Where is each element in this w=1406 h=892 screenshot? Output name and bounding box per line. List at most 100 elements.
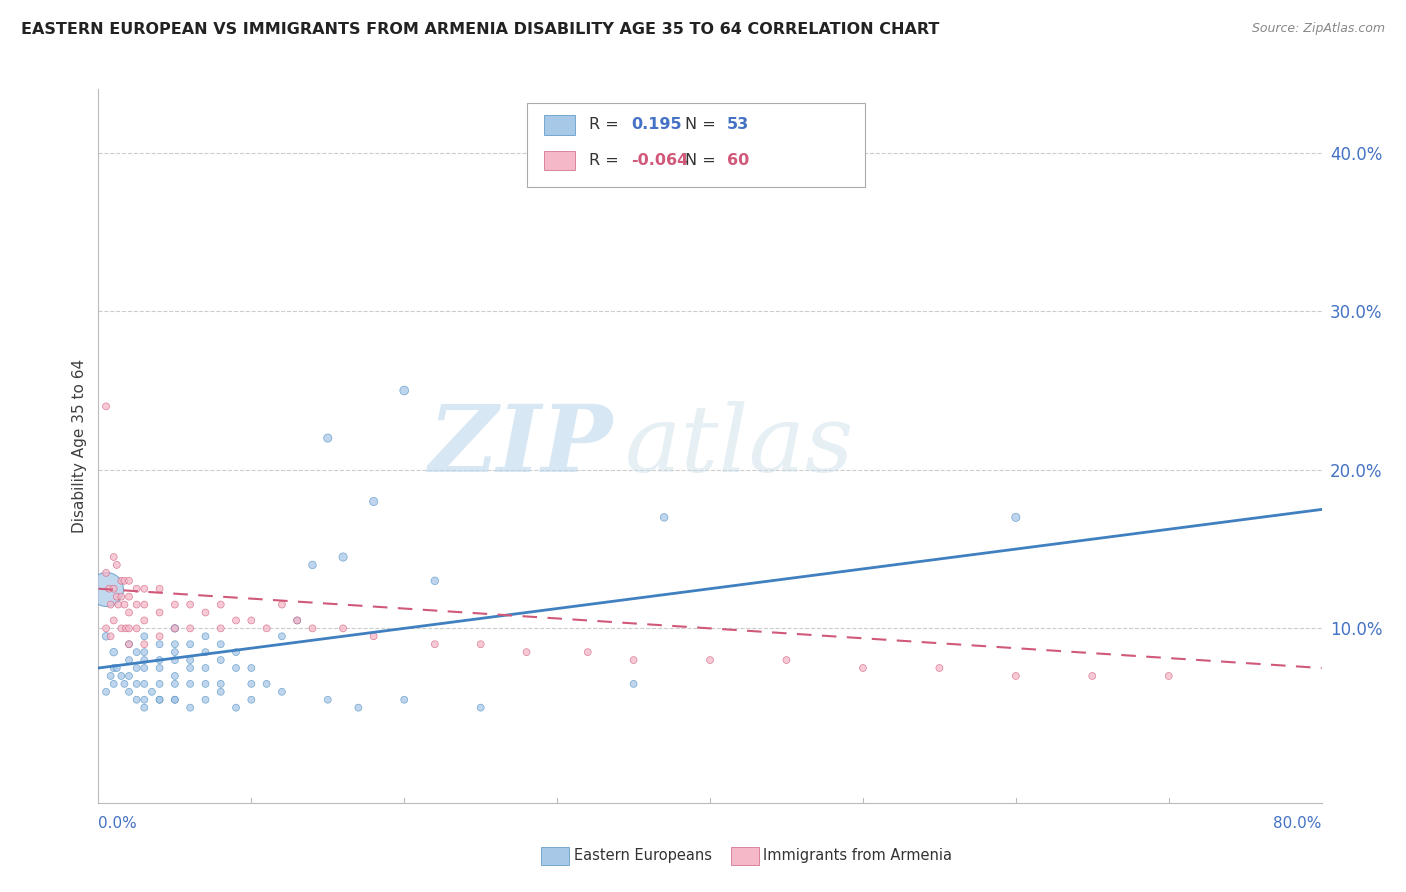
Point — [699, 653, 721, 667]
Point — [179, 598, 201, 612]
Point — [94, 566, 117, 580]
Point — [118, 653, 141, 667]
Y-axis label: Disability Age 35 to 64: Disability Age 35 to 64 — [72, 359, 87, 533]
Point — [149, 606, 172, 620]
Point — [134, 614, 156, 628]
Point — [332, 549, 354, 564]
Point — [470, 700, 492, 714]
Point — [125, 645, 148, 659]
Point — [118, 606, 141, 620]
Point — [149, 582, 172, 596]
Point — [125, 661, 148, 675]
Point — [194, 629, 217, 643]
Point — [103, 661, 125, 675]
Point — [194, 645, 217, 659]
Point — [423, 574, 446, 588]
Point — [270, 598, 292, 612]
Point — [163, 645, 186, 659]
Point — [110, 574, 132, 588]
Point — [100, 669, 122, 683]
Point — [149, 661, 172, 675]
Point — [225, 645, 247, 659]
Point — [270, 685, 292, 699]
Point — [149, 692, 172, 706]
Text: N =: N = — [685, 153, 721, 168]
Point — [103, 582, 125, 596]
Point — [118, 669, 141, 683]
Point — [423, 637, 446, 651]
Point — [225, 614, 247, 628]
Point — [110, 621, 132, 635]
Point — [256, 621, 278, 635]
Text: R =: R = — [589, 118, 624, 132]
Point — [623, 677, 645, 691]
Point — [623, 653, 645, 667]
Text: Immigrants from Armenia: Immigrants from Armenia — [763, 848, 952, 863]
Point — [240, 614, 263, 628]
Point — [105, 661, 128, 675]
Point — [163, 598, 186, 612]
Point — [179, 621, 201, 635]
Point — [256, 677, 278, 691]
Point — [516, 645, 538, 659]
Point — [194, 606, 217, 620]
Text: 0.0%: 0.0% — [98, 816, 138, 831]
Point — [852, 661, 875, 675]
Point — [107, 598, 129, 612]
Point — [225, 661, 247, 675]
Point — [301, 558, 323, 572]
Point — [134, 700, 156, 714]
Point — [209, 685, 232, 699]
Point — [105, 590, 128, 604]
Text: R =: R = — [589, 153, 624, 168]
Point — [1081, 669, 1104, 683]
Point — [240, 692, 263, 706]
Point — [149, 677, 172, 691]
Point — [134, 637, 156, 651]
Point — [285, 614, 308, 628]
Point — [163, 677, 186, 691]
Point — [209, 677, 232, 691]
Point — [94, 582, 117, 596]
Point — [134, 629, 156, 643]
Point — [928, 661, 950, 675]
Point — [125, 692, 148, 706]
Point — [240, 677, 263, 691]
Point — [347, 700, 370, 714]
Point — [194, 677, 217, 691]
Point — [1004, 510, 1026, 524]
Point — [110, 669, 132, 683]
Point — [103, 645, 125, 659]
Point — [285, 614, 308, 628]
Point — [100, 598, 122, 612]
Text: Eastern Europeans: Eastern Europeans — [574, 848, 711, 863]
Point — [112, 677, 135, 691]
Point — [134, 677, 156, 691]
Text: N =: N = — [685, 118, 721, 132]
Point — [103, 549, 125, 564]
Point — [392, 692, 416, 706]
Point — [316, 692, 339, 706]
Point — [209, 598, 232, 612]
Point — [112, 598, 135, 612]
Point — [163, 692, 186, 706]
Point — [179, 637, 201, 651]
Point — [118, 574, 141, 588]
Point — [652, 510, 675, 524]
Point — [1157, 669, 1180, 683]
Point — [125, 582, 148, 596]
Point — [134, 653, 156, 667]
Point — [94, 621, 117, 635]
Text: 60: 60 — [727, 153, 749, 168]
Point — [209, 637, 232, 651]
Point — [209, 653, 232, 667]
Point — [100, 629, 122, 643]
Point — [103, 614, 125, 628]
Point — [316, 431, 339, 445]
Point — [98, 582, 121, 596]
Point — [110, 590, 132, 604]
Point — [105, 558, 128, 572]
Point — [118, 685, 141, 699]
Point — [1004, 669, 1026, 683]
Point — [163, 621, 186, 635]
